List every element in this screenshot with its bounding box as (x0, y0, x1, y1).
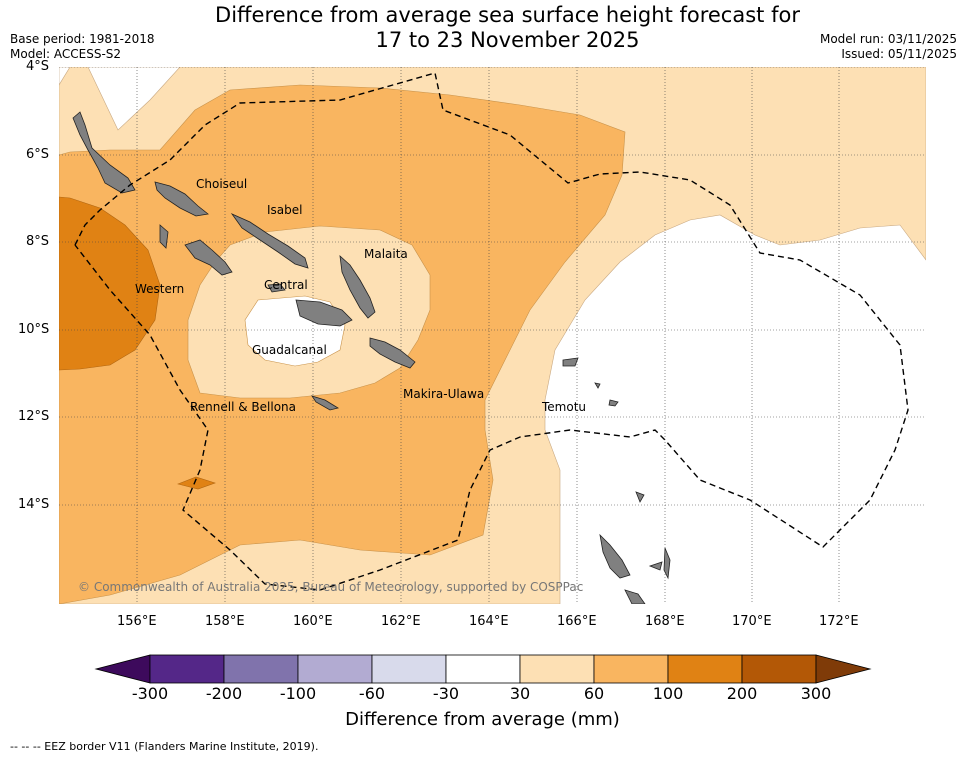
island-choiseul (154, 181, 209, 217)
lon-label-164e: 164°E (469, 614, 509, 629)
colorbar-segment-7 (593, 654, 669, 684)
map-area (59, 67, 926, 604)
island-banks (635, 491, 645, 503)
island-vella (159, 224, 169, 249)
island-guadalcanal (295, 299, 353, 327)
island-bougainville (72, 111, 136, 194)
colorbar (94, 654, 872, 684)
colorbar-tick-neg60: -60 (358, 684, 386, 703)
island-santacruz (562, 357, 579, 367)
region-label-makira-ulawa: Makira-Ulawa (403, 387, 485, 401)
island-rennell (311, 395, 340, 411)
region-label-western: Western (135, 282, 185, 296)
model-name: Model: ACCESS-S2 (10, 47, 122, 61)
base-period: Base period: 1981-2018 (10, 32, 155, 46)
colorbar-tick-neg300: -300 (131, 684, 169, 703)
region-label-rennell-bellona: Rennell & Bellona (190, 400, 297, 414)
colorbar-tick-60: 60 (583, 684, 605, 703)
region-label-malaita: Malaita (364, 247, 408, 261)
colorbar-right-arrow (815, 654, 872, 684)
colorbar-tick-neg200: -200 (205, 684, 243, 703)
lat-label-4s: 4°S (26, 59, 50, 74)
eez-legend-note: -- -- -- EEZ border V11 (Flanders Marine… (10, 740, 319, 753)
land-islands (72, 111, 671, 604)
island-utupua (594, 382, 601, 389)
lat-label-12s: 12°S (18, 409, 50, 424)
lon-label-172e: 172°E (819, 614, 859, 629)
colorbar-segment-9 (741, 654, 817, 684)
lat-label-14s: 14°S (18, 497, 50, 512)
region-label-isabel: Isabel (267, 203, 303, 217)
island-malaita (339, 254, 376, 319)
island-ambae (648, 561, 663, 571)
lon-label-166e: 166°E (557, 614, 597, 629)
colorbar-tick-300: 300 (800, 684, 832, 703)
lon-label-156e: 156°E (117, 614, 157, 629)
eez-border (74, 72, 909, 591)
colorbar-segment-2 (223, 654, 299, 684)
colorbar-segment-6 (519, 654, 595, 684)
island-makira (369, 337, 416, 369)
contour-white-nw (59, 67, 71, 86)
colorbar-segment-3 (297, 654, 373, 684)
colorbar-segment-1 (149, 654, 225, 684)
lon-label-170e: 170°E (732, 614, 772, 629)
copyright-text: © Commonwealth of Australia 2025, Bureau… (78, 580, 584, 594)
island-newgeorgia (184, 239, 233, 276)
colorbar-tick-100: 100 (652, 684, 684, 703)
contour-100-200 (59, 196, 161, 371)
colorbar-tick-neg30: -30 (432, 684, 460, 703)
island-espiritu (599, 533, 631, 579)
eez-solomon-north (74, 72, 909, 591)
colorbar-tick-200: 200 (726, 684, 758, 703)
lon-label-168e: 168°E (645, 614, 685, 629)
colorbar-segment-5 (445, 654, 521, 684)
chart-title: Difference from average sea surface heig… (0, 3, 965, 53)
region-label-choiseul: Choiseul (196, 177, 248, 191)
island-pentecost (663, 547, 671, 580)
lat-label-10s: 10°S (18, 322, 50, 337)
island-vanikoro (608, 399, 619, 407)
island-florida (267, 283, 286, 293)
contour-100-200-patch (177, 476, 216, 490)
colorbar-left-arrow (94, 654, 151, 684)
title-line-1: Difference from average sea surface heig… (215, 3, 800, 27)
region-label-guadalcanal: Guadalcanal (252, 343, 327, 357)
title-line-2: 17 to 23 November 2025 (375, 28, 640, 52)
colorbar-segment-8 (667, 654, 743, 684)
meta-right: Model run: 03/11/2025 Issued: 05/11/2025 (820, 32, 957, 62)
contour-white-north (87, 67, 181, 131)
colorbar-tick-neg100: -100 (279, 684, 317, 703)
meta-left: Base period: 1981-2018 Model: ACCESS-S2 (10, 32, 155, 62)
region-label-temotu: Temotu (542, 400, 587, 414)
grid-lines (59, 67, 926, 604)
lon-label-162e: 162°E (381, 614, 421, 629)
island-isabel (230, 213, 309, 269)
issued-date: Issued: 05/11/2025 (841, 47, 957, 61)
region-label-central: Central (264, 278, 308, 292)
model-run: Model run: 03/11/2025 (819, 32, 957, 46)
lat-label-8s: 8°S (26, 234, 50, 249)
lat-label-6s: 6°S (26, 147, 50, 162)
lon-label-158e: 158°E (205, 614, 245, 629)
lon-label-160e: 160°E (293, 614, 333, 629)
island-malakula (624, 589, 646, 604)
colorbar-segment-4 (371, 654, 447, 684)
colorbar-tick-30: 30 (509, 684, 531, 703)
colorbar-title: Difference from average (mm) (345, 709, 620, 730)
